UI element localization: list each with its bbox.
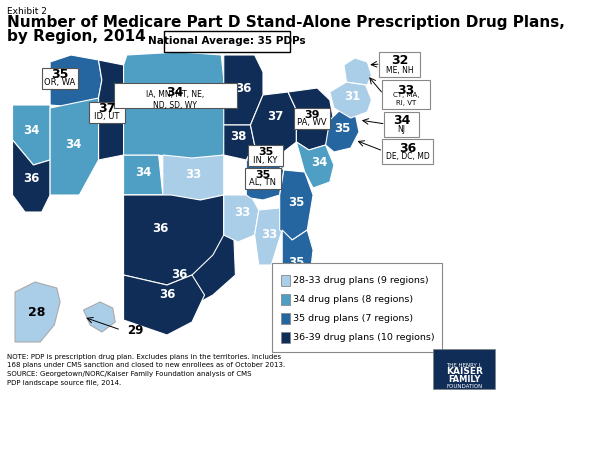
Text: AL, TN: AL, TN bbox=[250, 179, 277, 188]
Bar bbox=[281, 313, 290, 324]
Text: National Average: 35 PDPs: National Average: 35 PDPs bbox=[148, 36, 306, 46]
Text: 35: 35 bbox=[258, 147, 273, 157]
Polygon shape bbox=[50, 98, 98, 195]
Text: IA, MN, MT, NE,
ND, SD, WY: IA, MN, MT, NE, ND, SD, WY bbox=[146, 90, 205, 110]
Text: 35: 35 bbox=[52, 68, 69, 81]
FancyBboxPatch shape bbox=[294, 108, 330, 129]
Text: ME, NH: ME, NH bbox=[386, 66, 414, 75]
Polygon shape bbox=[163, 155, 224, 200]
Text: 36: 36 bbox=[152, 221, 169, 234]
Polygon shape bbox=[344, 58, 371, 85]
Text: Exhibit 2: Exhibit 2 bbox=[7, 7, 47, 16]
Polygon shape bbox=[15, 282, 60, 342]
FancyBboxPatch shape bbox=[433, 349, 495, 389]
Polygon shape bbox=[288, 88, 334, 150]
Text: 34: 34 bbox=[23, 123, 40, 136]
Text: 36: 36 bbox=[172, 269, 188, 282]
Polygon shape bbox=[124, 275, 192, 300]
FancyBboxPatch shape bbox=[248, 144, 283, 166]
Text: 39: 39 bbox=[304, 110, 320, 120]
Polygon shape bbox=[83, 302, 115, 332]
Polygon shape bbox=[224, 125, 254, 160]
FancyBboxPatch shape bbox=[382, 139, 433, 163]
Polygon shape bbox=[124, 275, 205, 335]
Polygon shape bbox=[282, 230, 313, 308]
Text: FAMILY: FAMILY bbox=[448, 374, 481, 383]
Text: 36: 36 bbox=[399, 141, 416, 154]
Polygon shape bbox=[330, 82, 371, 118]
FancyBboxPatch shape bbox=[164, 31, 290, 51]
Polygon shape bbox=[254, 208, 282, 265]
Polygon shape bbox=[124, 195, 224, 285]
Polygon shape bbox=[124, 52, 226, 162]
Text: 33: 33 bbox=[261, 229, 277, 242]
Text: 34 drug plans (8 regions): 34 drug plans (8 regions) bbox=[293, 295, 413, 304]
Text: 36: 36 bbox=[23, 171, 40, 184]
Text: THE HENRY J.: THE HENRY J. bbox=[446, 363, 482, 368]
Text: by Region, 2014: by Region, 2014 bbox=[7, 29, 145, 44]
Polygon shape bbox=[224, 195, 259, 242]
Polygon shape bbox=[98, 60, 127, 160]
Text: 35: 35 bbox=[334, 122, 350, 135]
Text: CT, MA,
RI, VT: CT, MA, RI, VT bbox=[393, 93, 419, 105]
Text: 34: 34 bbox=[65, 139, 82, 152]
Polygon shape bbox=[326, 108, 359, 152]
Polygon shape bbox=[221, 55, 263, 125]
FancyBboxPatch shape bbox=[385, 112, 419, 136]
Text: 37: 37 bbox=[268, 111, 284, 123]
Polygon shape bbox=[124, 155, 163, 195]
Text: 37: 37 bbox=[98, 103, 116, 116]
Text: NJ: NJ bbox=[398, 126, 406, 135]
Text: 29: 29 bbox=[127, 324, 143, 338]
Text: 36: 36 bbox=[236, 81, 252, 94]
FancyBboxPatch shape bbox=[245, 167, 281, 189]
Text: PA, WV: PA, WV bbox=[298, 118, 327, 127]
Text: OR, WA: OR, WA bbox=[44, 78, 76, 87]
Text: 28: 28 bbox=[28, 306, 46, 319]
Polygon shape bbox=[296, 142, 334, 188]
Text: 32: 32 bbox=[391, 54, 409, 68]
Polygon shape bbox=[246, 145, 284, 182]
Bar bbox=[281, 332, 290, 343]
Text: 34: 34 bbox=[393, 114, 410, 127]
Polygon shape bbox=[50, 55, 102, 108]
Text: 36-39 drug plans (10 regions): 36-39 drug plans (10 regions) bbox=[293, 333, 434, 342]
Polygon shape bbox=[246, 160, 284, 200]
Polygon shape bbox=[13, 140, 50, 212]
Polygon shape bbox=[13, 105, 50, 165]
Text: 35 drug plans (7 regions): 35 drug plans (7 regions) bbox=[293, 314, 413, 323]
Bar bbox=[281, 275, 290, 286]
Text: FOUNDATION: FOUNDATION bbox=[446, 383, 482, 388]
Text: 38: 38 bbox=[230, 130, 246, 144]
FancyBboxPatch shape bbox=[272, 263, 442, 352]
Text: ID, UT: ID, UT bbox=[94, 112, 119, 122]
Text: 34: 34 bbox=[167, 86, 184, 99]
Polygon shape bbox=[124, 235, 235, 320]
Text: DE, DC, MD: DE, DC, MD bbox=[386, 153, 429, 162]
Text: KAISER: KAISER bbox=[446, 366, 482, 375]
Text: 33: 33 bbox=[234, 207, 250, 220]
Bar bbox=[281, 294, 290, 305]
Text: NOTE: PDP is prescription drug plan. Excludes plans in the territories. Includes: NOTE: PDP is prescription drug plan. Exc… bbox=[7, 354, 285, 386]
Text: 33: 33 bbox=[398, 84, 415, 96]
Text: IN, KY: IN, KY bbox=[253, 156, 278, 165]
Text: 34: 34 bbox=[311, 156, 327, 168]
Text: 36: 36 bbox=[159, 288, 175, 302]
Text: 28-33 drug plans (9 regions): 28-33 drug plans (9 regions) bbox=[293, 276, 428, 285]
Polygon shape bbox=[250, 92, 296, 158]
FancyBboxPatch shape bbox=[89, 102, 125, 122]
FancyBboxPatch shape bbox=[113, 82, 237, 108]
Polygon shape bbox=[124, 195, 202, 275]
Text: Number of Medicare Part D Stand-Alone Prescription Drug Plans,: Number of Medicare Part D Stand-Alone Pr… bbox=[7, 15, 565, 30]
Text: 35: 35 bbox=[288, 195, 305, 208]
FancyBboxPatch shape bbox=[382, 80, 430, 108]
Text: 31: 31 bbox=[344, 90, 361, 104]
Text: 35: 35 bbox=[288, 256, 305, 269]
FancyBboxPatch shape bbox=[42, 68, 78, 89]
Polygon shape bbox=[280, 170, 313, 240]
Text: 35: 35 bbox=[256, 170, 271, 180]
Text: 33: 33 bbox=[185, 168, 202, 181]
FancyBboxPatch shape bbox=[379, 51, 421, 76]
Text: 34: 34 bbox=[136, 166, 152, 179]
